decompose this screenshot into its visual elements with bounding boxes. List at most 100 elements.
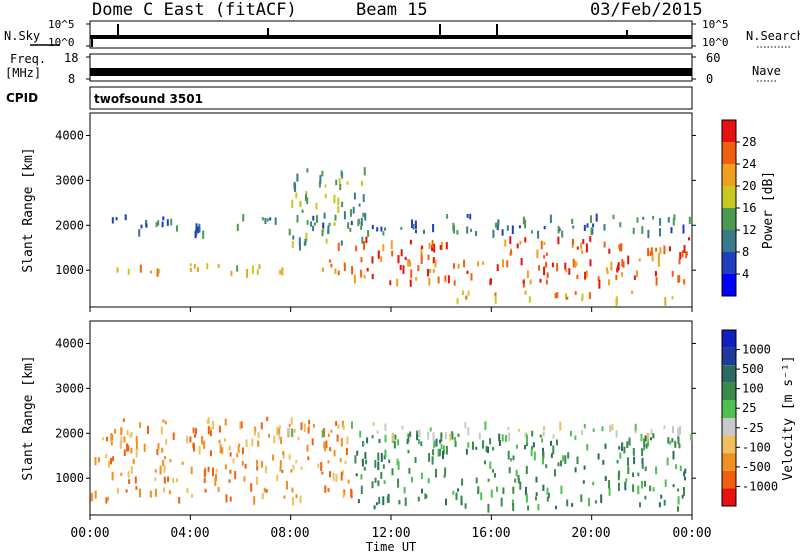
heatmap-cell <box>342 491 345 499</box>
heatmap-cell <box>215 473 217 482</box>
heatmap-cell <box>428 242 431 249</box>
heatmap-cell <box>585 270 588 278</box>
heatmap-cell <box>446 214 449 219</box>
heatmap-cell <box>428 277 431 286</box>
heatmap-cell <box>139 264 142 273</box>
heatmap-cell <box>288 454 291 460</box>
colorbar-swatch <box>722 142 736 164</box>
heatmap-cell <box>356 450 359 456</box>
heatmap-cell <box>550 453 553 458</box>
heatmap-cell <box>427 269 429 277</box>
heatmap-cell <box>429 427 432 432</box>
heatmap-cell <box>632 472 634 477</box>
heatmap-cell <box>110 433 113 441</box>
heatmap-cell <box>650 437 652 441</box>
heatmap-cell <box>428 453 431 462</box>
heatmap-cell <box>546 496 549 502</box>
heatmap-cell <box>671 296 674 300</box>
heatmap-cell <box>537 504 540 511</box>
heatmap-cell <box>236 223 239 231</box>
heatmap-cell <box>610 261 613 271</box>
heatmap-cell <box>299 241 301 251</box>
heatmap-cell <box>337 197 340 206</box>
heatmap-cell <box>616 459 619 464</box>
heatmap-cell <box>242 447 244 455</box>
heatmap-cell <box>555 505 557 510</box>
heatmap-cell <box>119 440 122 449</box>
heatmap-cell <box>371 435 374 439</box>
heatmap-cell <box>685 252 688 259</box>
heatmap-cell <box>502 487 505 495</box>
heatmap-cell <box>472 441 474 450</box>
heatmap-cell <box>251 438 254 447</box>
heatmap-cell <box>501 434 504 442</box>
heatmap-cell <box>475 446 478 450</box>
heatmap-cell <box>224 438 226 442</box>
heatmap-cell <box>617 262 620 271</box>
heatmap-cell <box>94 490 97 499</box>
heatmap-cell <box>278 427 281 434</box>
colorbar-tick-label: 24 <box>742 157 756 171</box>
heatmap-cell <box>341 470 344 476</box>
colorbar-tick-label: -25 <box>742 421 764 435</box>
heatmap-cell <box>602 460 605 465</box>
heatmap-cell <box>666 457 669 466</box>
heatmap-cell <box>522 216 525 225</box>
heatmap-cell <box>364 213 367 221</box>
heatmap-cell <box>164 421 167 425</box>
heatmap-cell <box>519 481 522 490</box>
heatmap-cell <box>677 506 679 512</box>
heatmap-cell <box>327 488 330 492</box>
heatmap-cell <box>209 430 212 437</box>
heatmap-cell <box>576 456 579 464</box>
colorbar-swatch <box>722 470 736 489</box>
ytick-label: 4000 <box>55 128 84 142</box>
heatmap-cell <box>371 224 374 230</box>
heatmap-cell <box>375 502 378 506</box>
heatmap-cell <box>518 225 521 229</box>
heatmap-cell <box>420 247 423 256</box>
nsky-tick-top: 10^5 <box>48 18 75 31</box>
heatmap-cell <box>566 499 569 507</box>
heatmap-cell <box>585 243 588 253</box>
heatmap-cell <box>454 437 457 442</box>
heatmap-cell <box>363 274 366 279</box>
heatmap-cell <box>556 263 559 272</box>
heatmap-cell <box>420 256 423 264</box>
heatmap-cell <box>580 242 583 250</box>
heatmap-cell <box>291 199 294 208</box>
heatmap-cell <box>305 232 308 242</box>
heatmap-cell <box>397 461 400 470</box>
heatmap-cell <box>236 453 239 458</box>
heatmap-cell <box>571 503 574 507</box>
heatmap-cell <box>349 227 352 232</box>
ytick-label: 1000 <box>55 263 84 277</box>
heatmap-cell <box>312 215 315 221</box>
heatmap-cell <box>427 431 430 440</box>
heatmap-cell <box>150 270 152 274</box>
heatmap-cell <box>512 486 515 494</box>
heatmap-cell <box>496 264 499 271</box>
heatmap-cell <box>586 444 589 451</box>
heatmap-cell <box>154 469 157 473</box>
heatmap-cell <box>279 269 282 275</box>
heatmap-cell <box>675 464 677 469</box>
heatmap-cell <box>597 276 600 281</box>
heatmap-cell <box>643 446 645 451</box>
heatmap-cell <box>420 254 423 260</box>
colorbar-swatch <box>722 330 736 348</box>
heatmap-cell <box>671 270 674 277</box>
heatmap-cell <box>507 450 510 460</box>
heatmap-cell <box>540 240 543 250</box>
heatmap-cell <box>239 421 242 430</box>
heatmap-cell <box>619 222 622 228</box>
heatmap-cell <box>272 454 275 461</box>
heatmap-cell <box>371 481 374 489</box>
heatmap-cell <box>261 461 264 468</box>
heatmap-cell <box>194 434 196 438</box>
heatmap-cell <box>641 448 644 457</box>
colorbar-swatch <box>722 120 736 142</box>
heatmap-cell <box>393 440 396 449</box>
heatmap-cell <box>457 433 460 437</box>
heatmap-cell <box>506 225 509 231</box>
